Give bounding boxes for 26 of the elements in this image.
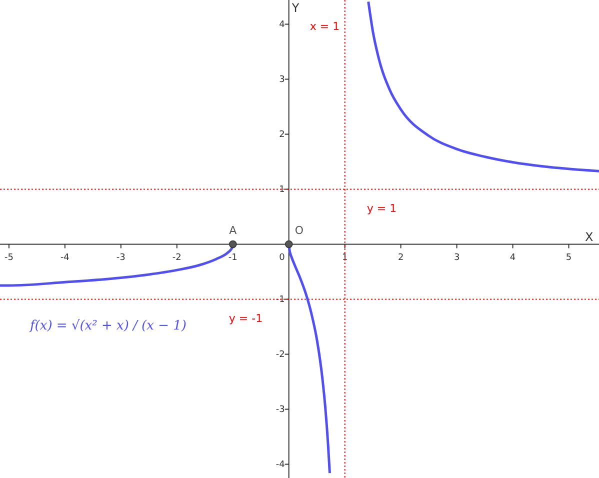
x-tick-label: 4 [510, 253, 516, 264]
x-tick-label: -2 [172, 253, 182, 264]
y-axis-title: Y [290, 1, 300, 15]
annotation: f(x) = √(x² + x) / (x − 1) [29, 318, 186, 334]
x-axis-title: X [585, 230, 594, 244]
y-tick-label: 4 [279, 20, 286, 30]
x-tick-label: 2 [398, 253, 404, 264]
y-tick-label: -2 [276, 350, 285, 360]
ref-line-label: y = 1 [366, 202, 397, 216]
x-tick-label: 0 [279, 253, 286, 264]
x-tick-label: -4 [60, 253, 70, 264]
ref-line-label: y = -1 [228, 312, 263, 326]
x-tick-label: -3 [116, 253, 126, 264]
x-tick-label: 3 [454, 253, 460, 264]
y-tick-label: 2 [279, 130, 285, 140]
y-tick-label: 3 [279, 75, 285, 86]
ref-line-label: x = 1 [310, 20, 340, 33]
y-tick-label: -4 [276, 460, 286, 470]
x-tick-label: -1 [228, 253, 238, 264]
y-tick-label: 1 [279, 185, 285, 196]
series-label: O [294, 224, 304, 238]
x-tick-label: -5 [4, 253, 14, 264]
y-tick-label: -3 [276, 405, 285, 416]
series-label: A [229, 224, 238, 238]
line-series [367, 0, 599, 172]
x-tick-label: 5 [566, 253, 572, 264]
